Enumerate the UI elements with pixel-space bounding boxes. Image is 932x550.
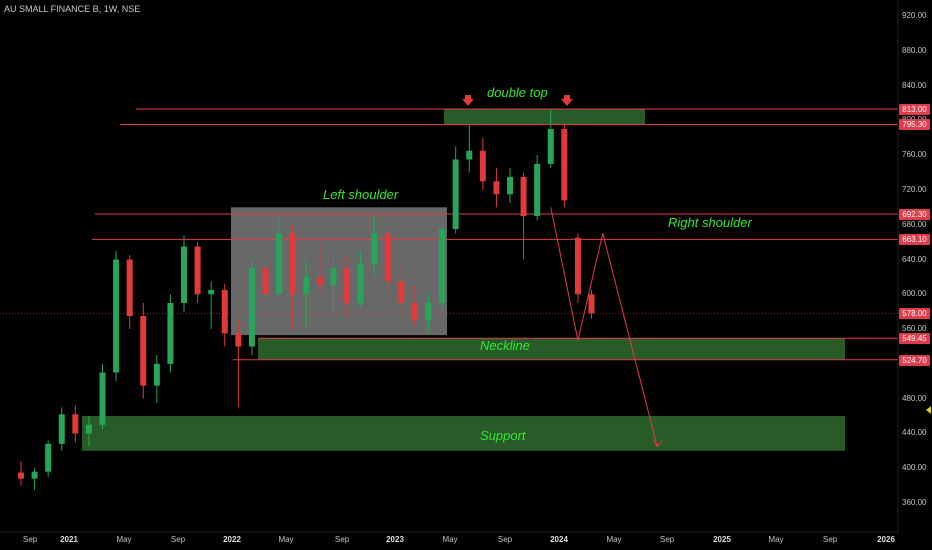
price-axis-label: 440.00	[902, 428, 927, 438]
candle-body	[208, 289, 215, 295]
candle-body	[479, 150, 486, 182]
time-axis-label: Sep	[22, 535, 38, 544]
time-axis-label: 2026	[877, 535, 895, 544]
candle-body	[289, 233, 296, 295]
candle-body	[425, 302, 432, 321]
price-axis-label: 680.00	[902, 219, 927, 229]
candle-body	[126, 259, 133, 317]
time-axis-label: 2023	[386, 535, 404, 544]
price-tag: 663.10	[899, 234, 930, 246]
candle-body	[221, 289, 228, 334]
candle-body	[588, 294, 595, 314]
candle-body	[316, 276, 323, 286]
projection-path	[550, 207, 658, 447]
time-axis-label: May	[116, 535, 132, 544]
price-axis-label: 560.00	[902, 324, 927, 334]
scroll-marker-icon[interactable]	[926, 406, 931, 414]
time-axis-label: May	[768, 535, 784, 544]
time-axis-label: 2025	[713, 535, 731, 544]
price-axis-label: 360.00	[902, 498, 927, 507]
candle-body	[534, 163, 541, 217]
candle-body	[574, 237, 581, 295]
price-axis-label: 880.00	[902, 45, 927, 55]
down-arrow-icon	[462, 95, 474, 106]
price-axis-label: 840.00	[902, 80, 927, 90]
candle-body	[384, 233, 391, 282]
candle-body	[344, 268, 351, 303]
candle-body	[72, 414, 79, 434]
price-axis-label: 920.00	[902, 11, 927, 20]
zone-double-top	[444, 109, 645, 125]
price-tag: 813.00	[899, 104, 930, 116]
time-axis-label: Sep	[497, 535, 513, 544]
candle-body	[398, 281, 405, 303]
chart-title: AU SMALL FINANCE B, 1W, NSE	[4, 4, 141, 14]
candle-body	[99, 372, 106, 425]
price-axis-label: 640.00	[902, 254, 927, 264]
candle-body	[31, 471, 38, 479]
candle-body	[411, 302, 418, 321]
price-axis-label: 400.00	[902, 463, 927, 473]
candle-body	[194, 246, 201, 295]
candle-body	[262, 268, 269, 295]
projection-arrowhead	[652, 439, 663, 448]
candle-body	[507, 176, 514, 195]
candle-body	[466, 150, 473, 160]
candle-body	[452, 159, 459, 230]
right-shoulder-label: Right shoulder	[668, 215, 752, 230]
candle-body	[357, 263, 364, 303]
time-axis-label: May	[278, 535, 294, 544]
down-arrow-icon	[561, 95, 573, 106]
time-axis-label: 2024	[550, 535, 568, 544]
price-tag: 795.30	[899, 119, 930, 131]
candle-body	[248, 268, 255, 347]
candle-body	[330, 268, 337, 286]
candle-body	[167, 302, 174, 364]
candle-body	[85, 424, 92, 434]
price-tag: 578.00	[899, 308, 930, 320]
time-axis-label: 2021	[60, 535, 78, 544]
zone-neckline	[258, 338, 845, 360]
price-tag: 549.45	[899, 333, 930, 345]
candle-body	[235, 333, 242, 347]
double-top-label: double top	[487, 85, 548, 100]
candle-body	[18, 472, 25, 479]
candle-body	[153, 363, 160, 386]
candle-body	[45, 443, 52, 472]
time-axis-label: 2022	[223, 535, 241, 544]
support-label: Support	[480, 428, 526, 443]
price-axis-label: 720.00	[902, 184, 927, 194]
candle-body	[520, 176, 527, 217]
time-axis-label: Sep	[170, 535, 186, 544]
price-axis-label: 760.00	[902, 150, 927, 160]
candle-body	[561, 129, 568, 201]
neckline-label: Neckline	[480, 338, 530, 353]
time-axis-label: May	[442, 535, 458, 544]
price-tag: 692.30	[899, 209, 930, 221]
candle-body	[58, 414, 65, 444]
candle-body	[140, 316, 147, 386]
candle-body	[439, 229, 446, 303]
candle-body	[181, 246, 188, 303]
left-shoulder-label: Left shoulder	[323, 187, 399, 202]
price-axis-label: 600.00	[902, 289, 927, 299]
time-axis-label: Sep	[334, 535, 350, 544]
candle-body	[547, 129, 554, 164]
candle-body	[113, 259, 120, 373]
price-tag: 524.70	[899, 354, 930, 366]
zone-support	[82, 416, 845, 451]
time-axis-label: Sep	[822, 535, 838, 544]
candle-body	[303, 276, 310, 295]
candle-body	[371, 233, 378, 264]
price-axis-label: 480.00	[902, 393, 927, 403]
time-axis-label: May	[606, 535, 622, 544]
time-axis-label: Sep	[659, 535, 675, 544]
candle-body	[493, 181, 500, 195]
candle-body	[276, 233, 283, 295]
